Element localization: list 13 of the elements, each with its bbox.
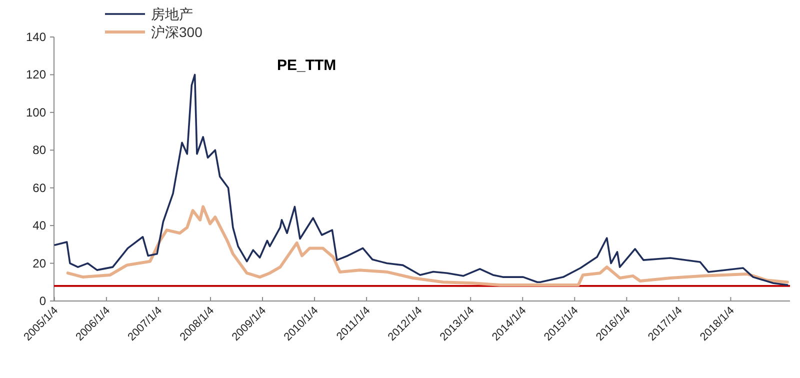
legend-label: 沪深300 <box>151 24 203 40</box>
y-tick-label: 0 <box>39 294 46 308</box>
line-series <box>66 205 789 286</box>
text: PE_TTM <box>277 57 336 74</box>
y-tick-label: 40 <box>32 218 46 233</box>
y-tick-label: 100 <box>26 105 46 120</box>
legend-label: 房地产 <box>151 6 193 22</box>
y-tick-label: 120 <box>26 68 46 82</box>
line-series <box>54 74 788 286</box>
y-tick-label: 60 <box>32 180 46 195</box>
y-tick-label: 80 <box>32 143 46 158</box>
y-tick-label: 20 <box>32 256 46 270</box>
y-tick-label: 140 <box>26 30 46 44</box>
